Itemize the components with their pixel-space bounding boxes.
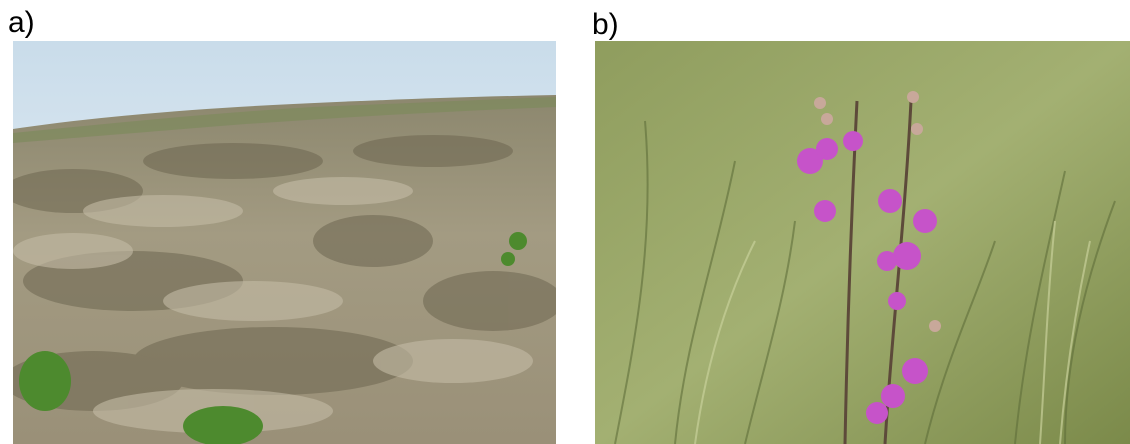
grassland-photo [13, 41, 556, 444]
panel-label-b: b) [592, 8, 619, 41]
flowering-plant-photo [595, 41, 1130, 444]
panel-label-a: a) [8, 6, 35, 39]
